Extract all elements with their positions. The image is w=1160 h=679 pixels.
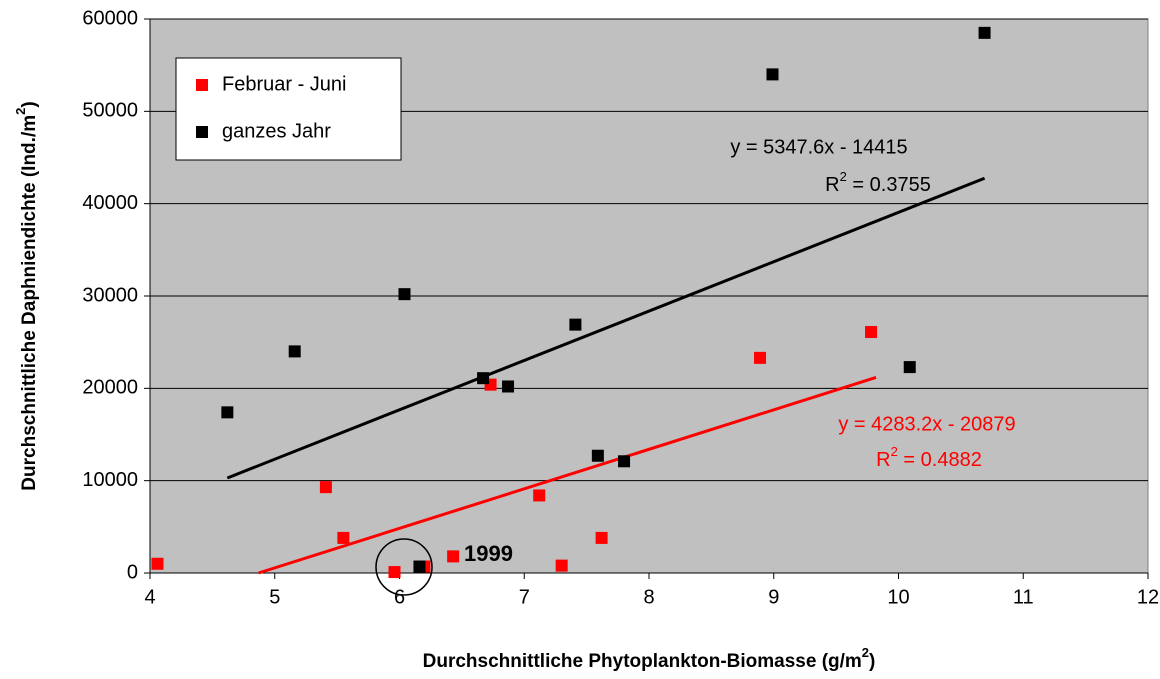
y-tick-label: 20000 (82, 377, 138, 399)
x-axis-title-end: ) (869, 651, 875, 672)
trend-r2-sup: 2 (840, 169, 847, 184)
point (288, 345, 301, 358)
point (502, 380, 515, 393)
trend-r2-sup: 2 (891, 444, 898, 459)
y-axis-title: Durchschnittliche Daphniendichte (Ind./m… (13, 101, 40, 490)
point (978, 26, 991, 39)
y-tick-label: 60000 (82, 7, 138, 29)
legend-swatch (196, 79, 208, 91)
trend-equation: y = 5347.6x - 14415 (730, 136, 907, 158)
legend-swatch (196, 126, 208, 138)
point (865, 326, 878, 339)
trend-r2-prefix: R (825, 174, 839, 196)
x-tick-label: 6 (394, 586, 405, 608)
trend-r2-prefix: R (876, 449, 890, 471)
point (151, 557, 164, 570)
trendline (258, 375, 877, 575)
x-tick-label: 5 (269, 586, 280, 608)
x-axis-title: Durchschnittliche Phytoplankton-Biomasse… (423, 645, 876, 672)
point (319, 481, 332, 494)
x-tick-label: 7 (519, 586, 530, 608)
point (337, 531, 350, 544)
x-axis-title-sup: 2 (862, 645, 869, 660)
point (591, 449, 604, 462)
x-axis-title-text: Durchschnittliche Phytoplankton-Biomasse… (423, 651, 862, 672)
point (447, 550, 460, 563)
y-axis-title-end: ) (19, 101, 40, 107)
y-axis-title-text: Durchschnittliche Daphniendichte (Ind./m (19, 115, 40, 491)
point (388, 566, 401, 579)
legend-label: Februar - Juni (222, 73, 347, 95)
point (618, 455, 631, 468)
point (533, 489, 546, 502)
legend (175, 57, 402, 161)
point (398, 288, 411, 301)
annotation: 1999 (464, 541, 513, 566)
legend-label: ganzes Jahr (222, 120, 331, 142)
x-tick-label: 4 (144, 586, 155, 608)
y-tick-label: 50000 (82, 100, 138, 122)
trend-equation: y = 4283.2x - 20879 (838, 413, 1015, 435)
x-tick-label: 9 (768, 586, 779, 608)
trend-r2: R2 = 0.4882 (876, 444, 982, 471)
trend-r2-value: = 0.4882 (898, 449, 982, 471)
annotation-circle (375, 538, 433, 596)
point (754, 351, 767, 364)
point (766, 68, 779, 81)
x-tick-label: 11 (1013, 586, 1034, 608)
trendline (226, 176, 986, 480)
x-tick-label: 12 (1137, 586, 1159, 608)
y-tick-label: 0 (127, 561, 138, 583)
y-axis-title-sup: 2 (13, 108, 28, 115)
y-tick-label: 40000 (82, 192, 138, 214)
point (595, 531, 608, 544)
point (413, 560, 426, 573)
trend-r2: R2 = 0.3755 (825, 169, 931, 196)
point (555, 559, 568, 572)
point (221, 406, 234, 419)
y-tick-label: 10000 (82, 469, 138, 491)
point (569, 318, 582, 331)
trend-r2-value: = 0.3755 (847, 174, 931, 196)
point (903, 361, 916, 374)
x-tick-label: 8 (643, 586, 654, 608)
x-tick-label: 10 (887, 586, 909, 608)
y-tick-label: 30000 (82, 284, 138, 306)
point (477, 372, 490, 385)
